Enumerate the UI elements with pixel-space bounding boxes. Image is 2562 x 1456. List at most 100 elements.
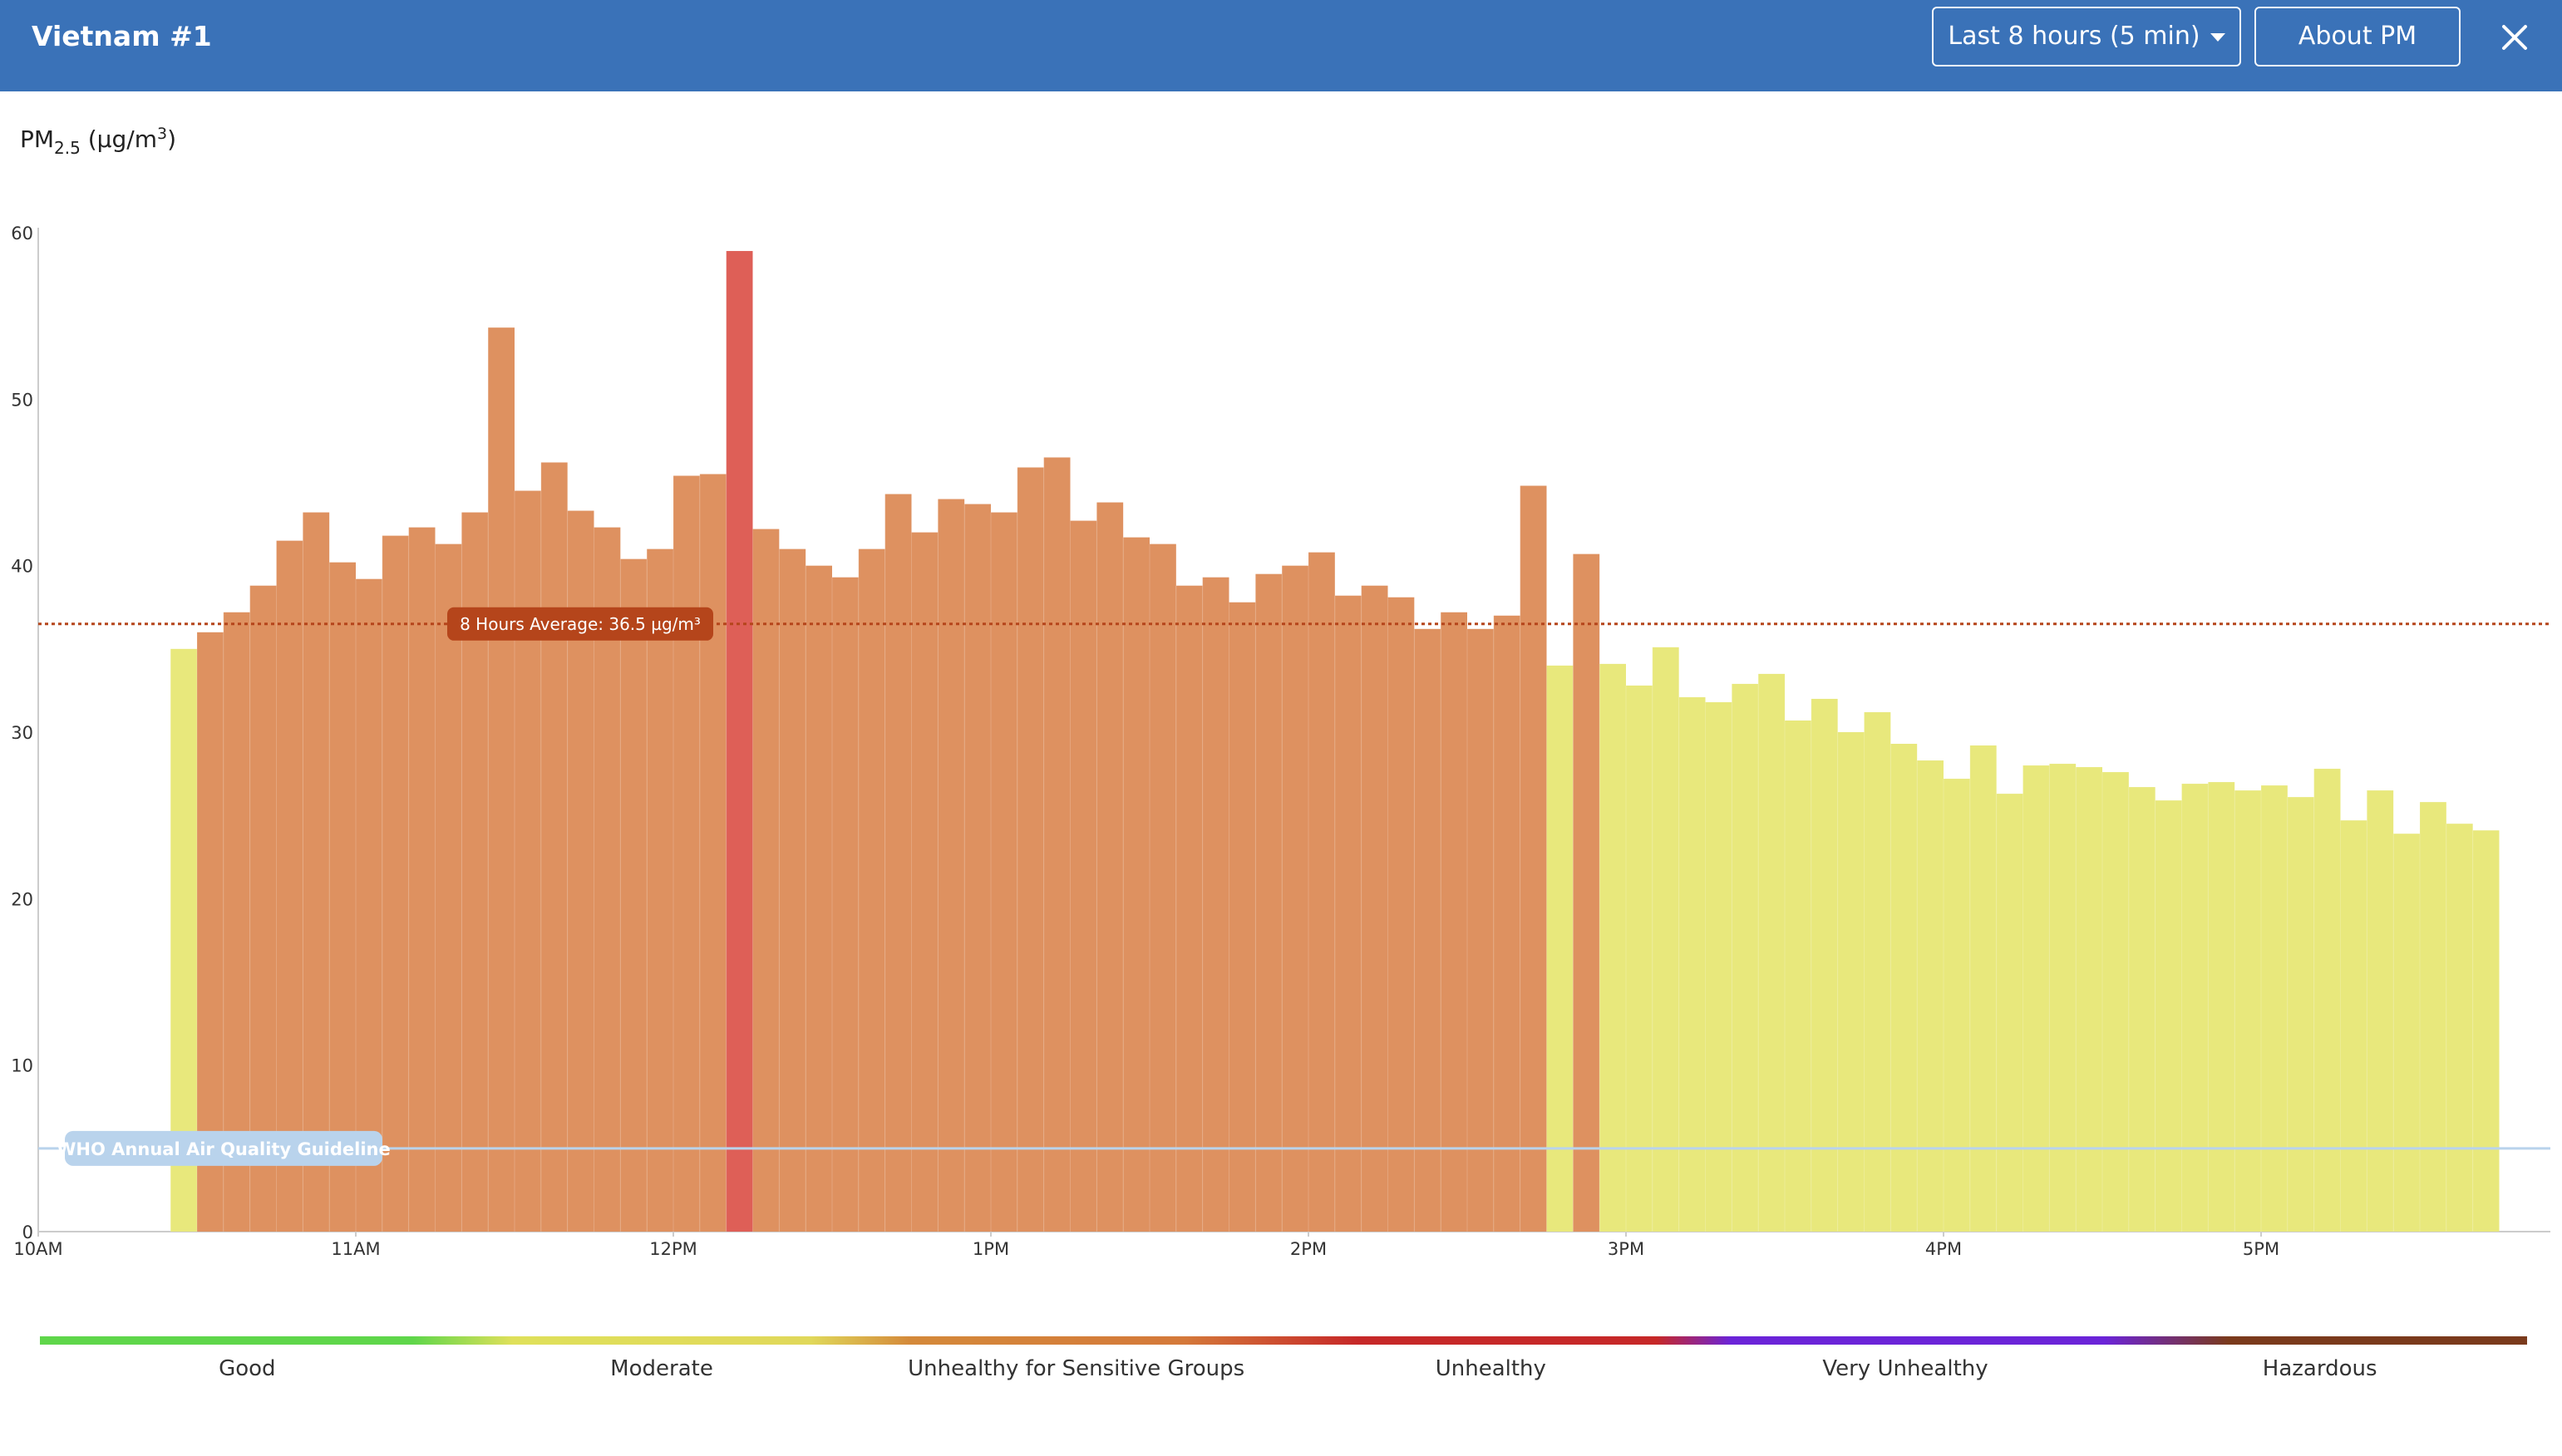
data-bar (1917, 760, 1944, 1232)
legend-label: Unhealthy (1435, 1356, 1546, 1381)
data-bar (2076, 767, 2102, 1232)
x-tick-label: 5PM (2243, 1239, 2279, 1259)
data-bar (1996, 794, 2023, 1232)
data-bar (2446, 824, 2473, 1232)
data-bar (1626, 685, 1653, 1232)
data-bar (2313, 769, 2341, 1232)
data-bar (1070, 520, 1097, 1232)
data-bar (726, 251, 753, 1232)
data-bar (620, 558, 648, 1232)
y-tick-label: 30 (11, 723, 33, 743)
legend-label: Hazardous (2262, 1356, 2377, 1381)
pm25-bar-chart: 0 10 20 30 40 50 60 10AM 11AM 12PM 1PM 2PM 3PM 4PM 5PM… (11, 224, 2550, 1259)
time-range-label: Last 8 hours (5 min) (1948, 22, 2200, 51)
y-title-units: (µg/m (80, 125, 157, 153)
data-bar (938, 499, 965, 1232)
y-tick-label: 40 (11, 557, 33, 577)
data-bar (1282, 565, 1308, 1232)
data-bar (2181, 784, 2209, 1232)
data-bar (1334, 595, 1362, 1232)
legend-label: Good (219, 1356, 276, 1381)
average-label-bg (447, 607, 713, 641)
y-tick-label: 20 (11, 889, 33, 909)
data-bar (832, 577, 859, 1232)
data-bar (1414, 628, 1441, 1232)
y-tick-label: 60 (11, 224, 33, 243)
data-bar (1864, 711, 1891, 1232)
data-bar (1175, 585, 1203, 1232)
data-bar (1546, 665, 1574, 1232)
data-bar (2287, 797, 2314, 1232)
data-bar (884, 494, 912, 1232)
data-bar (2367, 790, 2394, 1232)
data-bar (2102, 772, 2129, 1232)
data-bar (1520, 485, 1547, 1232)
chevron-down-icon (2210, 32, 2225, 42)
page-title: Vietnam #1 (32, 20, 212, 52)
data-bar (2234, 790, 2261, 1232)
y-title-subscript: 2.5 (54, 138, 81, 158)
y-tick-label: 0 (22, 1222, 33, 1242)
data-bar (1705, 701, 1732, 1232)
data-bar (964, 504, 991, 1232)
y-title-units-close: ) (167, 125, 177, 153)
data-bar (223, 612, 250, 1232)
data-bar (1969, 745, 1997, 1232)
legend-label: Very Unhealthy (1822, 1356, 1988, 1381)
legend-label: Moderate (610, 1356, 713, 1381)
data-bar (1255, 573, 1283, 1232)
data-bar (1308, 552, 1335, 1232)
data-bar (1811, 698, 1838, 1232)
time-range-dropdown[interactable]: Last 8 hours (5 min) (1932, 7, 2241, 66)
about-pm-button[interactable]: About PM (2254, 7, 2461, 66)
data-bar (1493, 615, 1520, 1232)
data-bar (540, 462, 568, 1232)
data-bar (858, 548, 885, 1232)
data-bar (2340, 820, 2367, 1232)
data-bar (303, 512, 330, 1232)
data-bar (752, 529, 780, 1232)
y-tick-label: 10 (11, 1056, 33, 1076)
data-bar (1387, 597, 1415, 1232)
data-bar (2049, 764, 2077, 1232)
x-tick-label: 4PM (1925, 1239, 1962, 1259)
data-bar (594, 527, 621, 1232)
data-bar (1123, 537, 1150, 1232)
legend-label: Unhealthy for Sensitive Groups (908, 1356, 1245, 1381)
data-bar (515, 490, 541, 1232)
y-axis-title: PM2.5 (µg/m3) (20, 125, 176, 158)
who-guideline-label: WHO Annual Air Quality Guideline (57, 1139, 390, 1159)
x-tick-label: 2PM (1290, 1239, 1327, 1259)
who-guideline-label-bg (65, 1130, 382, 1166)
data-bar (1441, 612, 1467, 1232)
data-bar (408, 527, 436, 1232)
data-bar (1573, 553, 1600, 1232)
y-title-superscript: 3 (156, 125, 168, 143)
data-bar (806, 565, 832, 1232)
y-tick-label: 50 (11, 390, 33, 410)
top-bar: Vietnam #1 Last 8 hours (5 min) About PM (0, 0, 2562, 91)
data-bar (1732, 683, 1759, 1232)
data-bar (911, 532, 939, 1232)
x-tick-label: 11AM (331, 1239, 380, 1259)
data-bar (2128, 787, 2156, 1232)
close-icon (2502, 25, 2527, 50)
data-bar (1758, 673, 1785, 1232)
data-bar (699, 474, 727, 1232)
data-bar (1017, 467, 1044, 1232)
data-bar (1678, 696, 1706, 1232)
data-bar (1890, 744, 1918, 1232)
close-button[interactable] (2494, 17, 2535, 58)
data-bar (329, 562, 356, 1232)
data-bar (991, 512, 1017, 1232)
data-bar (1096, 502, 1124, 1232)
data-bar (276, 540, 303, 1232)
average-label: 8 Hours Average: 36.5 µg/m³ (460, 614, 701, 634)
data-bar (435, 544, 462, 1232)
data-bar (2023, 765, 2050, 1232)
data-bar (1652, 647, 1679, 1232)
data-bar (356, 578, 382, 1232)
data-bar (673, 475, 700, 1232)
data-bar (1229, 602, 1256, 1232)
data-bar (1944, 779, 1970, 1232)
